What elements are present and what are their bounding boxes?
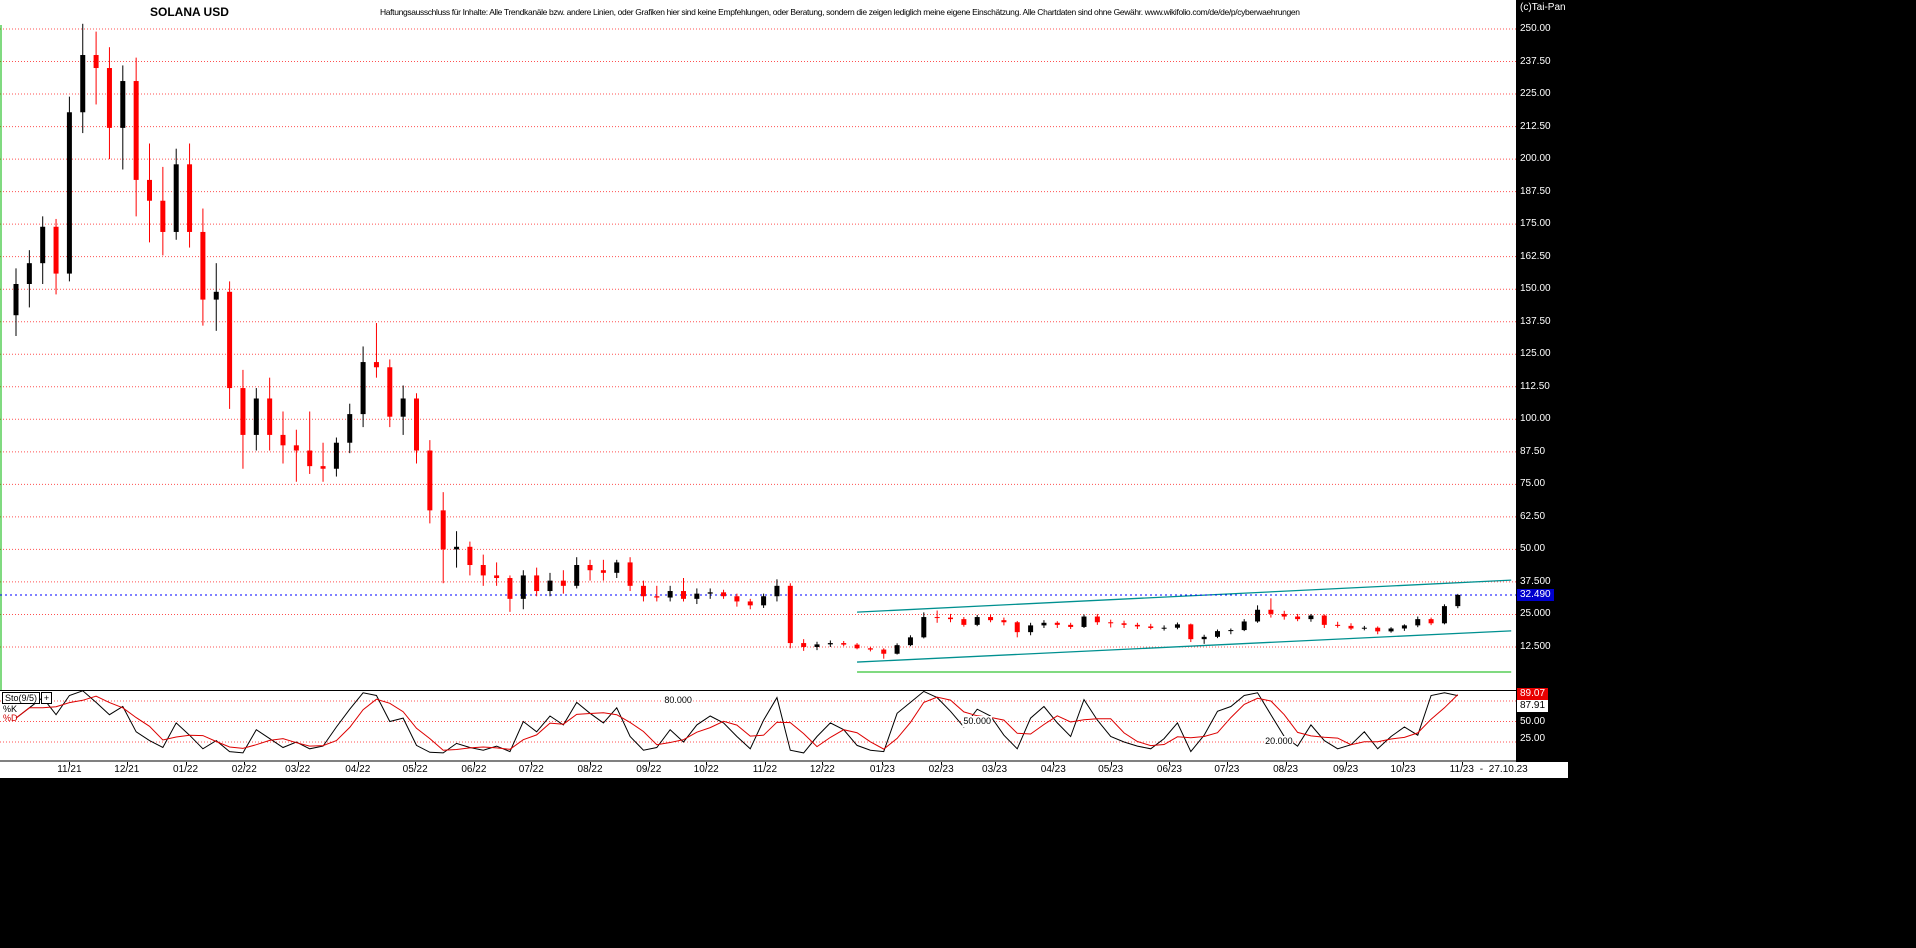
- indicator-expand-icon[interactable]: +: [41, 692, 52, 704]
- price-axis-label: 162.50: [1520, 250, 1551, 262]
- price-axis-label: 25.000: [1520, 608, 1551, 620]
- time-axis-tick: [1053, 762, 1055, 765]
- stoch-grid-label: 80.000: [663, 695, 693, 706]
- time-axis-tick: [185, 762, 187, 765]
- stoch-axis-label: 50.00: [1520, 715, 1546, 727]
- price-axis-label: 87.50: [1520, 445, 1546, 457]
- chart-surface: SOLANA USD Haftungsausschluss für Inhalt…: [0, 0, 1516, 762]
- price-axis-label: 175.00: [1520, 218, 1551, 230]
- time-axis-tick: [1345, 762, 1347, 765]
- price-axis-label: 37.500: [1520, 575, 1551, 587]
- price-axis-label: 187.50: [1520, 185, 1551, 197]
- time-axis-label: 10/22: [693, 764, 719, 775]
- time-axis-tick: [1285, 762, 1287, 765]
- time-axis-label: 02/23: [928, 764, 954, 775]
- time-axis-label: 03/22: [285, 764, 311, 775]
- time-axis-label: 08/23: [1273, 764, 1299, 775]
- time-axis-label: 02/22: [231, 764, 257, 775]
- price-axis-label: 12.500: [1520, 640, 1551, 652]
- time-axis-tick: [415, 762, 417, 765]
- price-axis-label: 212.50: [1520, 120, 1551, 132]
- time-axis-tick: [1169, 762, 1171, 765]
- time-axis-tick: [473, 762, 475, 765]
- time-axis-tick: [764, 762, 766, 765]
- price-axis-label: 62.50: [1520, 510, 1546, 522]
- time-axis-label: 11/21: [57, 764, 82, 775]
- price-axis-label: 137.50: [1520, 315, 1551, 327]
- time-axis-last-date: 27.10.23: [1488, 764, 1528, 775]
- time-axis-tick: [126, 762, 128, 765]
- time-axis-tick: [941, 762, 943, 765]
- time-axis-label: 09/23: [1333, 764, 1359, 775]
- time-axis-label: 07/23: [1214, 764, 1240, 775]
- price-axis-label: 75.00: [1520, 478, 1546, 490]
- time-axis-label: 03/23: [982, 764, 1008, 775]
- stoch-axis-label: 25.00: [1520, 732, 1546, 744]
- time-axis-label: 11/23: [1449, 764, 1474, 775]
- time-axis-label: 09/22: [636, 764, 662, 775]
- time-axis-label: 11/22: [752, 764, 778, 775]
- time-axis-tick: [244, 762, 246, 765]
- copyright-label: (c)Tai-Pan: [1520, 2, 1566, 13]
- time-axis-label: 12/21: [114, 764, 140, 775]
- time-axis-tick: [297, 762, 299, 765]
- price-axis: 250.00 237.50 225.00 212.50 200.00 187.50 175.…: [1516, 0, 1586, 762]
- time-axis-label: 05/22: [402, 764, 428, 775]
- time-axis-label: 06/23: [1156, 764, 1182, 775]
- price-axis-label: 112.50: [1520, 380, 1550, 392]
- time-axis-tick: [69, 762, 71, 765]
- time-axis-label: 07/22: [518, 764, 544, 775]
- time-axis-tick: [1403, 762, 1405, 765]
- time-axis-tick: [706, 762, 708, 765]
- price-axis-label: 150.00: [1520, 283, 1551, 295]
- time-axis-tick: [1461, 762, 1463, 765]
- time-axis-tick: [1226, 762, 1228, 765]
- price-axis-label: 50.00: [1520, 543, 1546, 555]
- time-axis-tick: [590, 762, 592, 765]
- stoch-grid-label: 50.000: [962, 715, 992, 727]
- time-axis-label: 05/23: [1098, 764, 1124, 775]
- chart-title: SOLANA USD: [150, 5, 229, 19]
- time-axis-label: 06/22: [461, 764, 487, 775]
- time-axis-label: 01/23: [869, 764, 895, 775]
- time-axis-tick: [1110, 762, 1112, 765]
- time-axis-label: 04/23: [1040, 764, 1066, 775]
- stoch-grid-label: 20.000: [1264, 736, 1294, 747]
- stochastic-indicator-button[interactable]: Sto(9/5): [2, 692, 41, 704]
- time-axis-label: 04/22: [345, 764, 371, 775]
- stoch-k-legend: %K: [3, 704, 18, 714]
- price-axis-label: 237.50: [1520, 55, 1551, 67]
- time-axis-label: 12/22: [809, 764, 835, 775]
- time-axis-tick: [648, 762, 650, 765]
- time-axis-tick: [994, 762, 996, 765]
- time-axis-tick: [882, 762, 884, 765]
- disclaimer-text: Haftungsausschluss für Inhalte: Alle Tre…: [380, 7, 1300, 17]
- price-axis-label: 100.00: [1520, 413, 1551, 425]
- time-axis-label: 10/23: [1390, 764, 1416, 775]
- price-axis-label: 225.00: [1520, 88, 1551, 100]
- time-axis-label: 01/22: [173, 764, 199, 775]
- current-price-label: 32.490: [1517, 588, 1554, 601]
- time-axis-tick: [357, 762, 359, 765]
- time-axis-label: 08/22: [577, 764, 603, 775]
- price-axis-label: 200.00: [1520, 153, 1551, 165]
- price-and-stochastic-chart-canvas[interactable]: [0, 0, 1516, 762]
- stoch-value-label: 87.91: [1517, 699, 1549, 712]
- stoch-value-label: 89.07: [1517, 687, 1549, 700]
- stoch-d-legend: %D: [3, 713, 18, 723]
- price-axis-label: 125.00: [1520, 348, 1551, 360]
- time-axis-tick: [531, 762, 533, 765]
- time-axis: 11/21 12/21 01/22 02/22 03/22 04/22 05/22 06/22…: [0, 762, 1568, 778]
- time-axis-tick: [822, 762, 824, 765]
- price-axis-label: 250.00: [1520, 23, 1551, 34]
- time-axis-separator: -: [1479, 764, 1484, 775]
